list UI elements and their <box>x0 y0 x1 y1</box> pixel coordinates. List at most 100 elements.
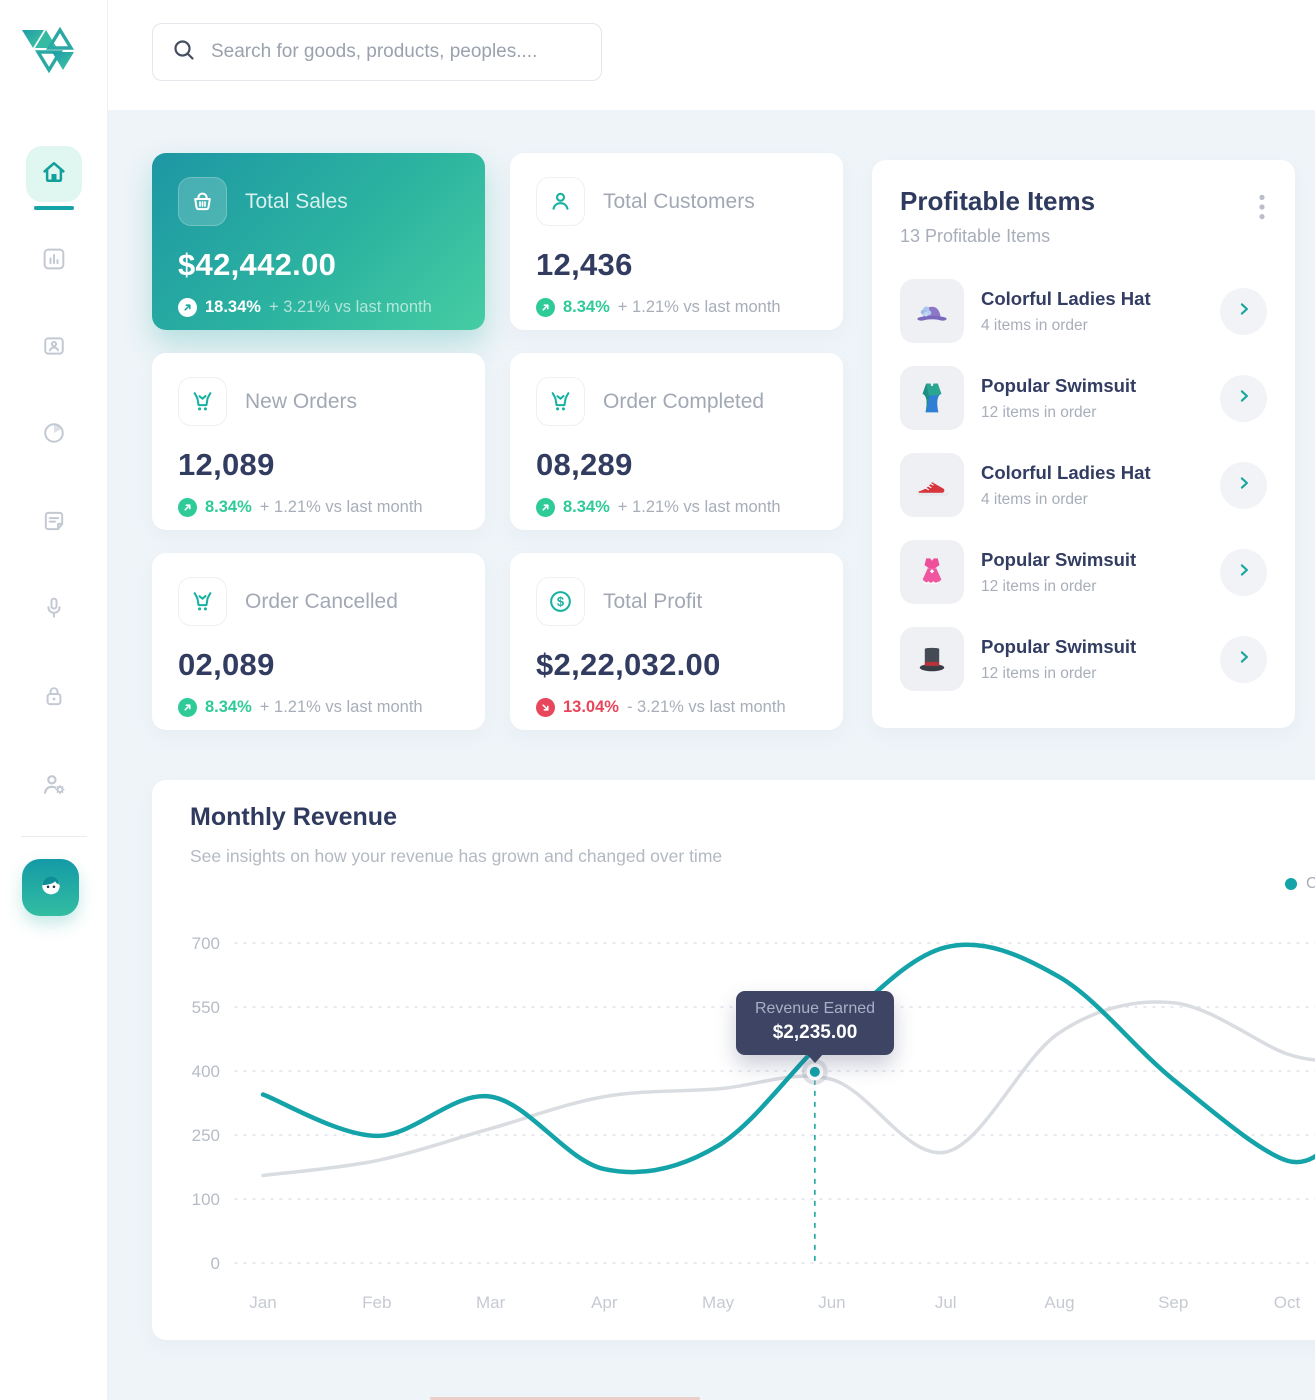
arrow-down-right-icon <box>536 698 555 717</box>
x-tick-label: Jun <box>818 1293 845 1312</box>
sidebar-item-pie-chart[interactable] <box>26 407 82 463</box>
user-settings-icon <box>39 770 69 805</box>
y-tick-label: 0 <box>211 1254 220 1273</box>
stat-label: Total Profit <box>603 589 703 613</box>
stat-value: $2,22,032.00 <box>536 647 721 682</box>
logo[interactable] <box>14 16 86 90</box>
sidebar-item-lock[interactable] <box>26 670 82 726</box>
series-previous-period <box>261 1000 1315 1178</box>
stat-comparison: + 1.21% vs last month <box>259 698 423 716</box>
product-name: Popular Swimsuit <box>981 374 1137 396</box>
stat-value: 12,436 <box>536 247 633 282</box>
product-image-ladies-hat <box>900 279 964 343</box>
legend-dot <box>1285 878 1297 890</box>
y-tick-label: 700 <box>192 934 220 953</box>
profitable-item-row[interactable]: Popular Swimsuit 12 items in order <box>900 627 1267 691</box>
chart-tooltip: Revenue Earned $2,235.00 <box>736 991 894 1055</box>
profitable-item-row[interactable]: Popular Swimsuit 12 items in order <box>900 540 1267 604</box>
arrow-up-right-icon <box>536 498 555 517</box>
profitable-items-subtitle: 13 Profitable Items <box>900 226 1051 246</box>
contact-card-icon <box>40 332 68 365</box>
product-name: Colorful Ladies Hat <box>981 461 1151 483</box>
search-icon <box>171 37 197 68</box>
monthly-revenue-card: Monthly Revenue See insights on how your… <box>152 780 1315 1340</box>
product-image-dress <box>900 540 964 604</box>
profitable-items-title: Profitable Items <box>900 186 1096 216</box>
search-input[interactable] <box>211 41 583 63</box>
product-image-sneaker <box>900 453 964 517</box>
product-order-count: 12 items in order <box>981 403 1097 421</box>
stat-delta: 8.34% <box>205 698 252 716</box>
product-name: Popular Swimsuit <box>981 548 1137 570</box>
stat-label: Order Cancelled <box>245 589 398 613</box>
stat-card-order-completed[interactable]: Order Completed 08,289 8.34% + 1.21% vs … <box>510 353 843 530</box>
search-box[interactable] <box>152 23 602 81</box>
dollar-circle-icon: $ <box>536 577 585 626</box>
arrow-up-right-icon <box>536 298 555 317</box>
stat-card-total-profit[interactable]: $ Total Profit $2,22,032.00 13.04% - 3.2… <box>510 553 843 730</box>
stat-comparison: + 1.21% vs last month <box>259 498 423 516</box>
stat-value: $42,442.00 <box>178 247 337 282</box>
sidebar-divider <box>21 836 87 837</box>
x-tick-label: Jan <box>249 1293 276 1312</box>
chart-marker[interactable] <box>801 1058 828 1085</box>
product-image-swimsuit <box>900 366 964 430</box>
stat-card-total-customers[interactable]: Total Customers 12,436 8.34% + 1.21% vs … <box>510 153 843 330</box>
series-revenue-earned <box>260 942 1315 1175</box>
kebab-menu-icon[interactable] <box>1255 190 1269 229</box>
profitable-item-row[interactable]: Popular Swimsuit 12 items in order <box>900 366 1267 430</box>
product-image-top-hat <box>900 627 964 691</box>
support-headset-icon <box>35 869 67 906</box>
sidebar-item-note[interactable] <box>26 495 82 551</box>
sidebar-item-bar-chart[interactable] <box>26 233 82 289</box>
revenue-chart: 700 550 400 250 100 0 Jan Feb Mar Apr May Jun Jul Aug… <box>152 920 1315 1320</box>
stat-card-total-sales[interactable]: Total Sales $42,442.00 18.34% + 3.21% vs… <box>152 153 485 330</box>
x-tick-label: Feb <box>362 1293 391 1312</box>
y-tick-label: 100 <box>192 1190 220 1209</box>
product-name: Popular Swimsuit <box>981 635 1137 657</box>
stat-comparison: + 1.21% vs last month <box>617 498 781 516</box>
person-icon <box>536 177 585 226</box>
stat-card-new-orders[interactable]: New Orders 12,089 8.34% + 1.21% vs last … <box>152 353 485 530</box>
sidebar-item-contact-card[interactable] <box>26 320 82 376</box>
stat-value: 12,089 <box>178 447 275 482</box>
profitable-items-panel: Profitable Items 13 Profitable Items Col… <box>872 160 1295 728</box>
chevron-right-icon <box>1234 473 1254 498</box>
lock-icon <box>40 682 68 715</box>
tooltip-amount: $2,235.00 <box>772 1022 858 1043</box>
product-order-count: 12 items in order <box>981 577 1097 595</box>
arrow-up-right-icon <box>178 298 197 317</box>
arrow-up-right-icon <box>178 498 197 517</box>
pie-chart-icon <box>40 419 68 452</box>
item-detail-button[interactable] <box>1220 374 1267 422</box>
item-detail-button[interactable] <box>1220 461 1267 509</box>
x-tick-label: Sep <box>1158 1293 1188 1312</box>
y-tick-label: 250 <box>192 1126 220 1145</box>
support-button[interactable] <box>22 859 79 916</box>
y-tick-label: 550 <box>192 998 220 1017</box>
product-name: Colorful Ladies Hat <box>981 287 1151 309</box>
tooltip-label: Revenue Earned <box>754 1000 876 1017</box>
cart-icon <box>178 377 227 426</box>
item-detail-button[interactable] <box>1220 287 1267 335</box>
stat-card-order-cancelled[interactable]: Order Cancelled 02,089 8.34% + 1.21% vs … <box>152 553 485 730</box>
stat-delta: 8.34% <box>563 298 610 316</box>
stat-delta: 8.34% <box>563 498 610 516</box>
cart-icon <box>536 377 585 426</box>
stat-label: New Orders <box>245 389 358 413</box>
sidebar-item-user-settings[interactable] <box>26 759 82 815</box>
sidebar-item-microphone[interactable] <box>26 582 82 638</box>
profitable-item-row[interactable]: Colorful Ladies Hat 4 items in order <box>900 453 1267 517</box>
chart-subtitle: See insights on how your revenue has gro… <box>190 846 723 866</box>
stat-comparison: + 3.21% vs last month <box>268 298 432 316</box>
bar-chart-icon <box>40 245 68 278</box>
stat-comparison: + 1.21% vs last month <box>617 298 781 316</box>
item-detail-button[interactable] <box>1220 635 1267 683</box>
sidebar-item-home[interactable] <box>25 146 82 202</box>
product-order-count: 12 items in order <box>981 664 1097 682</box>
chevron-right-icon <box>1234 647 1254 672</box>
product-order-count: 4 items in order <box>981 490 1088 508</box>
x-tick-label: Oct <box>1274 1293 1301 1312</box>
item-detail-button[interactable] <box>1220 548 1267 596</box>
profitable-item-row[interactable]: Colorful Ladies Hat 4 items in order <box>900 279 1267 343</box>
